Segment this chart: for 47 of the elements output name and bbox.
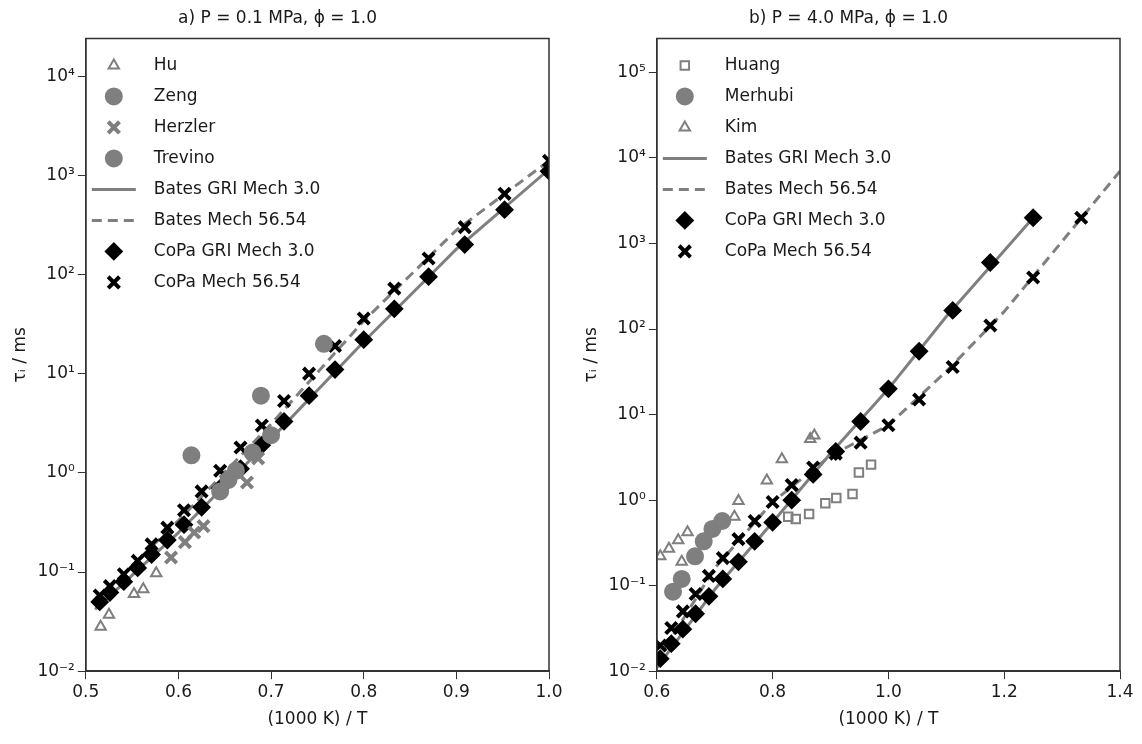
x-tick-label: 0.5 bbox=[72, 680, 100, 701]
y-tick-label: 10² bbox=[617, 317, 646, 338]
legend-label: Zeng bbox=[153, 84, 198, 105]
y-tick-label: 10² bbox=[46, 262, 75, 283]
y-tick-label: 10⁰ bbox=[46, 461, 75, 482]
x-axis-title: (1000 K) / T bbox=[838, 708, 940, 729]
x-tick-label: 1.0 bbox=[535, 680, 563, 701]
y-axis-title: τᵢ / ms bbox=[579, 327, 600, 383]
x-tick-label: 0.6 bbox=[164, 680, 192, 701]
legend-label: Merhubi bbox=[724, 84, 794, 105]
legend-label: CoPa Mech 56.54 bbox=[153, 270, 301, 291]
x-tick-label: 0.6 bbox=[643, 680, 671, 701]
x-tick-label: 0.9 bbox=[442, 680, 470, 701]
legend-label: Bates Mech 56.54 bbox=[724, 177, 878, 198]
legend-label: Kim bbox=[724, 115, 758, 136]
x-axis-title: (1000 K) / T bbox=[267, 708, 369, 729]
y-tick-label: 10¹ bbox=[46, 362, 75, 383]
y-tick-label: 10⁰ bbox=[617, 488, 646, 509]
chart-title: b) P = 4.0 MPa, ϕ = 1.0 bbox=[748, 6, 949, 27]
legend-label: Huang bbox=[724, 53, 781, 74]
chart-title: a) P = 0.1 MPa, ϕ = 1.0 bbox=[178, 6, 377, 27]
x-tick-label: 1.2 bbox=[990, 680, 1018, 701]
legend-label: CoPa GRI Mech 3.0 bbox=[724, 208, 886, 229]
y-tick-label: 10¹ bbox=[617, 403, 646, 424]
x-tick-label: 0.7 bbox=[257, 680, 285, 701]
y-tick-label: 10⁻¹ bbox=[37, 560, 75, 581]
y-tick-label: 10³ bbox=[617, 231, 646, 252]
x-tick-label: 0.8 bbox=[759, 680, 787, 701]
x-tick-label: 1.4 bbox=[1106, 680, 1134, 701]
legend-label: Bates Mech 56.54 bbox=[153, 208, 307, 229]
legend-label: CoPa GRI Mech 3.0 bbox=[153, 239, 315, 260]
legend-label: Bates GRI Mech 3.0 bbox=[724, 146, 892, 167]
x-tick-label: 1.0 bbox=[874, 680, 902, 701]
x-tick-label: 0.8 bbox=[350, 680, 378, 701]
y-tick-label: 10³ bbox=[46, 163, 75, 184]
y-tick-label: 10⁵ bbox=[617, 60, 646, 81]
y-tick-label: 10⁻¹ bbox=[608, 574, 646, 595]
legend-label: Trevino bbox=[152, 146, 215, 167]
legend-label: CoPa Mech 56.54 bbox=[724, 239, 872, 260]
legend-label: Herzler bbox=[153, 115, 216, 136]
legend-label: Bates GRI Mech 3.0 bbox=[153, 177, 321, 198]
y-tick-label: 10⁻² bbox=[608, 659, 646, 680]
y-tick-label: 10⁴ bbox=[46, 64, 75, 85]
legend-label: Hu bbox=[153, 53, 178, 74]
y-tick-label: 10⁻² bbox=[37, 659, 75, 680]
y-axis-title: τᵢ / ms bbox=[8, 327, 29, 383]
y-tick-label: 10⁴ bbox=[617, 146, 646, 167]
